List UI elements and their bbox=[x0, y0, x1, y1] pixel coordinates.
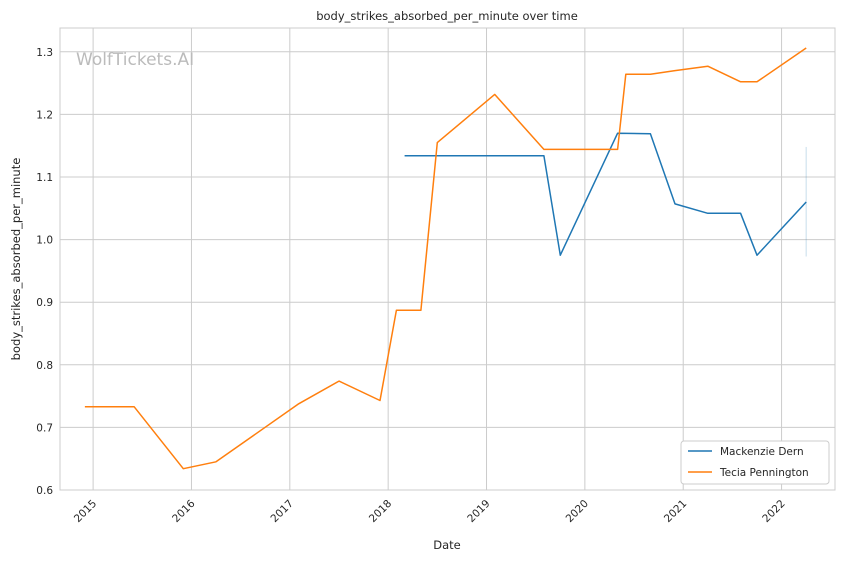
x-tick-label: 2018 bbox=[367, 498, 394, 525]
grid bbox=[60, 28, 835, 490]
y-tick-label: 1.1 bbox=[36, 172, 53, 184]
x-axis-label: Date bbox=[433, 538, 461, 552]
series-line-mackenzie-dern bbox=[405, 133, 807, 255]
series-line-tecia-pennington bbox=[85, 48, 806, 469]
series-lines bbox=[85, 48, 806, 469]
x-tick-label: 2019 bbox=[465, 498, 492, 525]
y-tick-label: 1.3 bbox=[36, 47, 53, 59]
y-tick-label: 0.9 bbox=[36, 297, 53, 309]
y-tick-label: 0.7 bbox=[36, 422, 53, 434]
legend-label-mackenzie-dern: Mackenzie Dern bbox=[720, 446, 804, 458]
x-tick-labels: 2015 2016 2017 2018 2019 2020 2021 2022 bbox=[72, 497, 788, 525]
x-tick-label: 2021 bbox=[662, 498, 689, 525]
x-tick-label: 2015 bbox=[72, 498, 99, 525]
y-axis-label: body_strikes_absorbed_per_minute bbox=[9, 158, 23, 361]
legend-label-tecia-pennington: Tecia Pennington bbox=[719, 467, 809, 479]
y-tick-label: 0.6 bbox=[36, 485, 53, 497]
y-tick-label: 1.2 bbox=[36, 109, 53, 121]
y-tick-labels: 0.6 0.7 0.8 0.9 1.0 1.1 1.2 1.3 bbox=[36, 47, 53, 497]
watermark: WolfTickets.AI bbox=[76, 50, 194, 70]
x-tick-label: 2016 bbox=[170, 497, 198, 525]
chart-title: body_strikes_absorbed_per_minute over ti… bbox=[316, 9, 578, 23]
y-tick-label: 0.8 bbox=[36, 360, 53, 372]
x-tick-label: 2020 bbox=[564, 498, 591, 525]
x-tick-label: 2017 bbox=[269, 498, 296, 525]
x-tick-label: 2022 bbox=[760, 498, 787, 525]
legend: Mackenzie Dern Tecia Pennington bbox=[681, 441, 829, 484]
plot-frame bbox=[60, 28, 835, 490]
y-tick-label: 1.0 bbox=[36, 235, 53, 247]
